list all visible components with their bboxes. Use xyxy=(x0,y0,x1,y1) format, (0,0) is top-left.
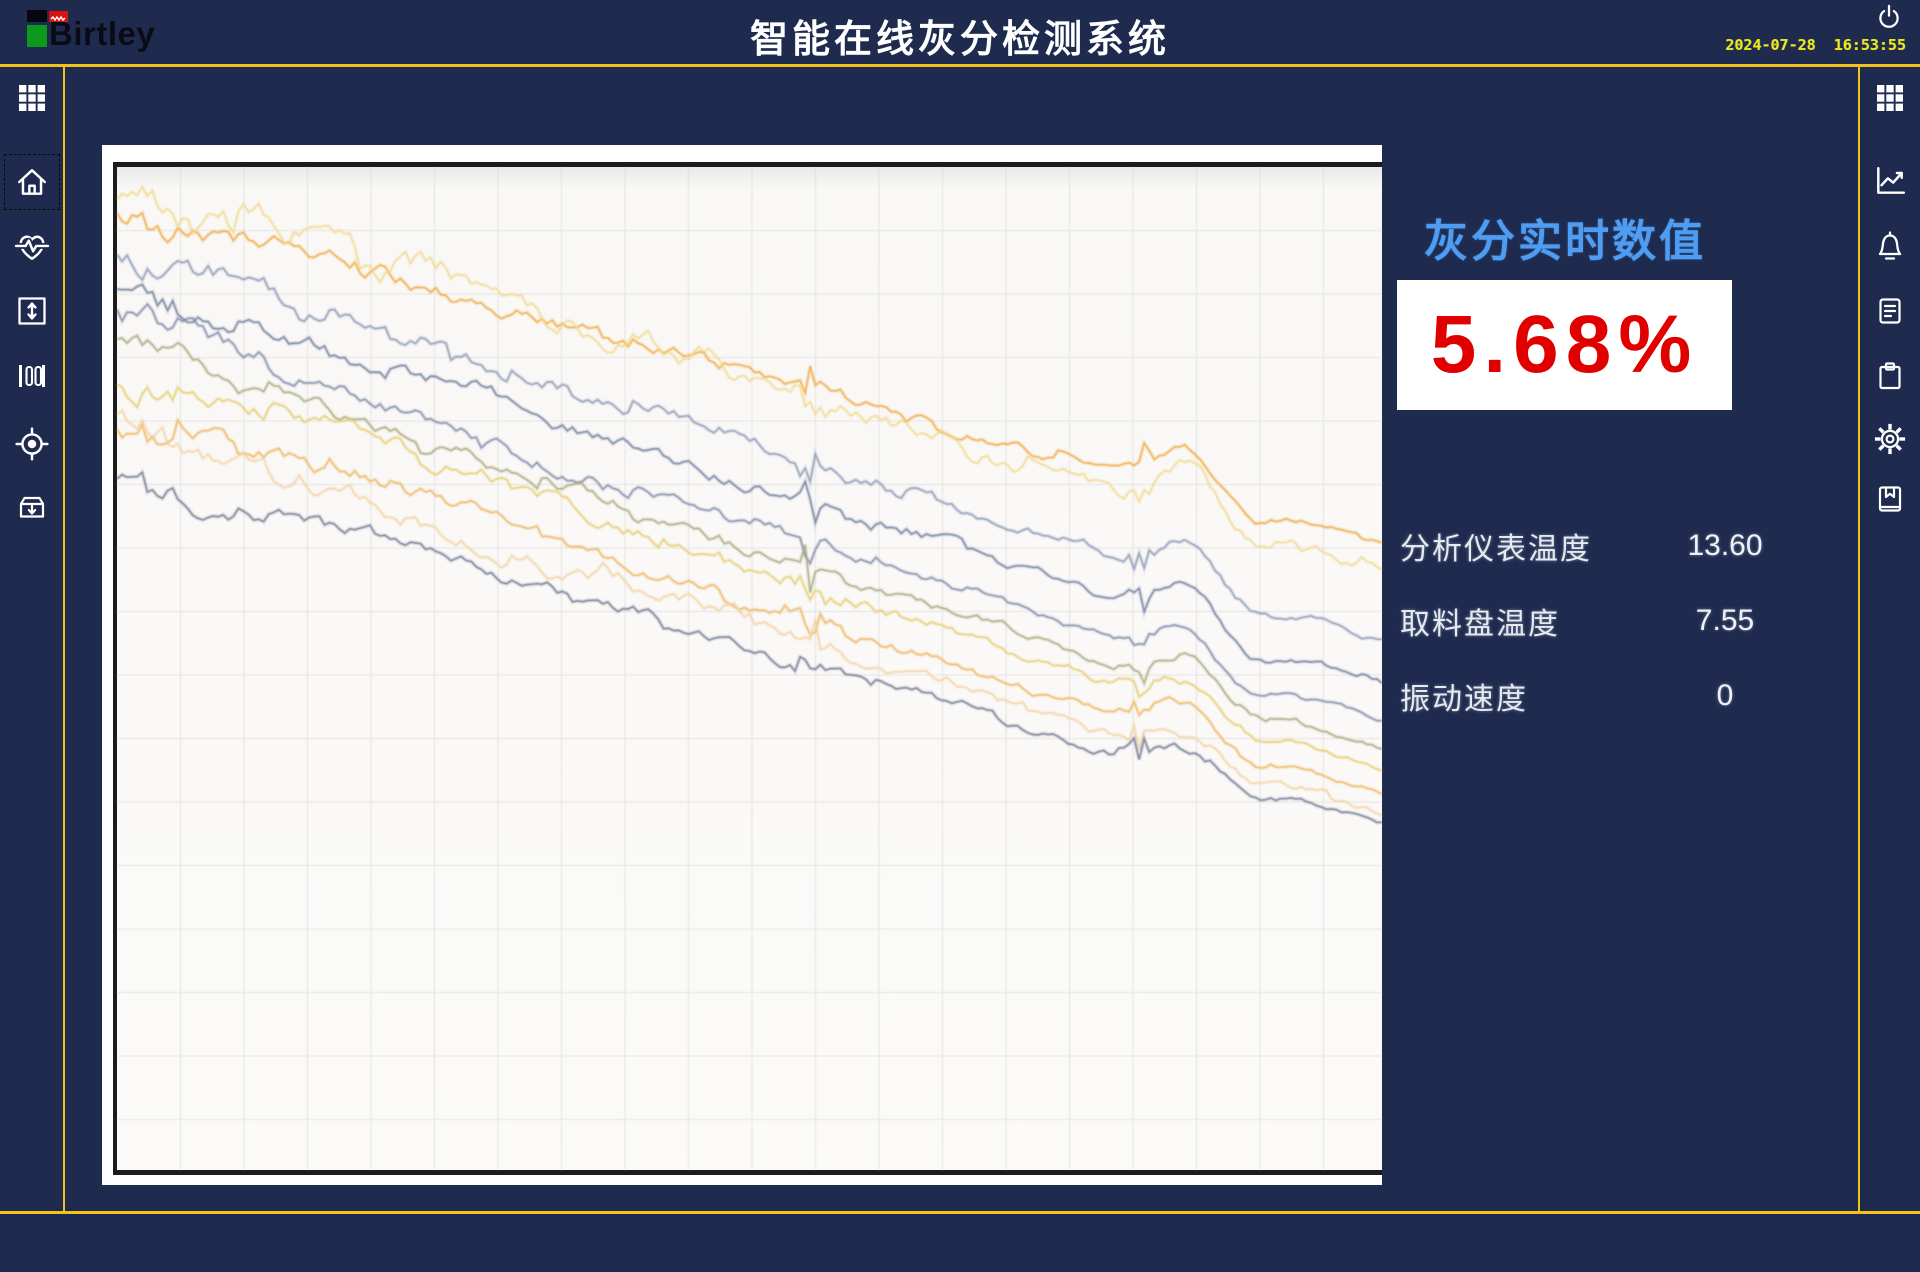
page-title: 智能在线灰分检测系统 xyxy=(749,19,1170,61)
sidebar-right-settings-button[interactable] xyxy=(1865,414,1915,464)
ash-panel-title: 灰分实时数值 xyxy=(1424,217,1706,266)
bell-icon xyxy=(1874,229,1906,263)
frame-line-right xyxy=(1858,67,1860,1211)
report-icon xyxy=(1874,294,1906,328)
sidebar-left-bars-button[interactable] xyxy=(7,351,57,401)
tray-temp-row: 取料盘温度 7.55 xyxy=(1400,593,1785,649)
sidebar-left-target-button[interactable] xyxy=(7,419,57,469)
header: Birtley 智能在线灰分检测系统 2024-07-28 16:53:55 xyxy=(0,0,1920,64)
footer xyxy=(0,1214,1920,1272)
logo-text: Birtley xyxy=(49,15,156,52)
vibration-speed-value: 0 xyxy=(1716,679,1734,712)
trend-chart-frame xyxy=(113,162,1382,1175)
logo-wave-icon xyxy=(50,15,66,22)
frame-line-top xyxy=(0,64,1920,67)
analyzer-temp-row: 分析仪表温度 13.60 xyxy=(1400,518,1785,574)
sensor-readouts: 分析仪表温度 13.60 取料盘温度 7.55 振动速度 0 xyxy=(1400,518,1785,743)
vibration-speed-row: 振动速度 0 xyxy=(1400,668,1785,724)
sidebar-left-archive-button[interactable] xyxy=(7,482,57,532)
ash-value: 5.68% xyxy=(1430,299,1699,390)
analyzer-temp-value: 13.60 xyxy=(1687,529,1763,562)
logo-black-square xyxy=(27,10,47,22)
sidebar-right-alarm-button[interactable] xyxy=(1865,221,1915,271)
sidebar-right xyxy=(1860,67,1920,1211)
grid-icon xyxy=(1874,82,1906,114)
sidebar-right-manual-button[interactable] xyxy=(1865,474,1915,524)
power-icon[interactable] xyxy=(1874,3,1904,33)
target-icon xyxy=(15,427,49,461)
analyzer-temp-label: 分析仪表温度 xyxy=(1400,533,1592,566)
clipboard-icon xyxy=(1874,359,1906,393)
frame-line-bottom xyxy=(0,1211,1920,1214)
sidebar-right-trend-button[interactable] xyxy=(1865,156,1915,206)
sidebar-right-report-button[interactable] xyxy=(1865,286,1915,336)
sidebar-right-clipboard-button[interactable] xyxy=(1865,351,1915,401)
trend-chart-icon xyxy=(1873,164,1907,198)
sidebar-left-home-button[interactable] xyxy=(4,154,60,210)
vibration-speed-label: 振动速度 xyxy=(1400,683,1528,716)
gear-icon xyxy=(1873,422,1907,456)
frame-line-left xyxy=(63,67,65,1211)
grid-icon xyxy=(16,82,48,114)
trend-chart-panel xyxy=(102,145,1382,1185)
book-icon xyxy=(1874,482,1906,516)
home-icon xyxy=(15,165,49,199)
ash-value-box: 5.68% xyxy=(1397,280,1732,410)
logo-red-wave-square xyxy=(49,11,68,22)
sidebar-left-level-button[interactable] xyxy=(7,286,57,336)
sidebar-left-health-button[interactable] xyxy=(7,222,57,272)
tray-temp-label: 取料盘温度 xyxy=(1400,608,1560,641)
datetime-display: 2024-07-28 16:53:55 xyxy=(1725,36,1906,54)
sidebar-left xyxy=(0,67,63,1211)
birtley-logo: Birtley xyxy=(27,8,217,52)
bars-icon xyxy=(15,360,49,392)
updown-square-icon xyxy=(16,295,48,327)
tray-temp-value: 7.55 xyxy=(1695,604,1755,637)
sidebar-right-menu-button[interactable] xyxy=(1865,73,1915,123)
trend-chart xyxy=(117,167,1382,1170)
logo-green-square xyxy=(27,25,47,47)
sidebar-left-menu-button[interactable] xyxy=(7,73,57,123)
archive-download-icon xyxy=(15,491,49,523)
heartbeat-icon xyxy=(14,230,50,264)
